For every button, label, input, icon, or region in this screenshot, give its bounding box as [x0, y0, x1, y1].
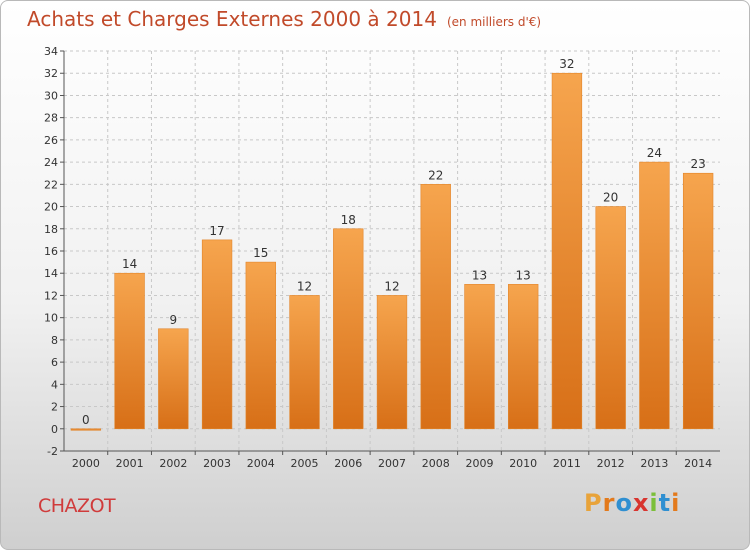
logo-letter: x [632, 489, 650, 517]
bar-value-label: 22 [428, 168, 443, 182]
y-tick-label: 22 [44, 178, 58, 191]
bar-value-label: 23 [690, 157, 705, 171]
y-tick-label: 20 [44, 201, 58, 214]
x-tick-label: 2012 [597, 457, 625, 470]
x-tick-label: 2006 [334, 457, 362, 470]
y-tick-label: 24 [44, 156, 58, 169]
x-tick-label: 2000 [72, 457, 100, 470]
bar-value-label: 24 [647, 146, 662, 160]
bar-value-label: 14 [122, 257, 137, 271]
bar-value-label: 12 [297, 279, 312, 293]
x-tick-label: 2010 [509, 457, 537, 470]
y-tick-label: 10 [44, 312, 58, 325]
logo-letter: P [584, 489, 603, 517]
bar-2012 [595, 206, 626, 430]
x-tick-label: 2005 [291, 457, 319, 470]
y-tick-label: 0 [51, 423, 58, 436]
bar-2007 [376, 295, 408, 430]
x-tick-label: 2001 [116, 457, 144, 470]
x-tick-label: 2013 [640, 457, 668, 470]
bar-2004 [245, 261, 276, 430]
bar-value-label: 20 [603, 191, 618, 205]
x-tick-label: 2003 [203, 457, 231, 470]
x-tick-label: 2002 [159, 457, 187, 470]
y-tick-label: 4 [51, 378, 58, 391]
y-tick-label: 18 [44, 223, 58, 236]
y-tick-label: 28 [44, 112, 58, 125]
y-tick-label: -2 [47, 445, 58, 458]
y-tick-label: 14 [44, 267, 58, 280]
chart-unit: (en milliers d'€) [446, 15, 542, 29]
bar-value-label: 13 [472, 268, 487, 282]
y-tick-label: 2 [51, 401, 58, 414]
y-tick-label: 26 [44, 134, 58, 147]
bar-value-label: 18 [341, 213, 356, 227]
y-tick-label: 6 [51, 356, 58, 369]
bar-2003 [201, 239, 233, 430]
bar-value-label: 13 [516, 268, 531, 282]
bar-value-label: 17 [209, 224, 224, 238]
logo-letter: i [649, 489, 659, 517]
chart-title: Achats et Charges Externes 2000 à 2014 (e… [27, 7, 541, 31]
x-tick-label: 2004 [247, 457, 275, 470]
bar-2010 [508, 284, 539, 430]
bar-value-label: 12 [384, 279, 399, 293]
bar-2000 [70, 428, 102, 431]
bar-value-label: 32 [559, 57, 574, 71]
bar-value-label: 15 [253, 246, 268, 260]
y-tick-label: 16 [44, 245, 58, 258]
logo-letter: r [602, 489, 616, 517]
y-tick-label: 32 [44, 67, 58, 80]
logo-letter: i [671, 489, 681, 517]
bar-2002 [158, 328, 189, 430]
bar-2011 [551, 72, 583, 430]
logo-letter: t [658, 489, 672, 517]
place-name: CHAZOT [38, 495, 116, 517]
bars [70, 72, 714, 431]
y-tick-label: 8 [51, 334, 58, 347]
bar-2009 [464, 284, 495, 430]
logo-letter: o [615, 489, 633, 517]
bar-2013 [639, 161, 670, 430]
y-tick-label: 12 [44, 289, 58, 302]
x-tick-label: 2009 [465, 457, 493, 470]
bar-2008 [420, 184, 451, 430]
bar-2014 [682, 172, 714, 430]
x-tick-label: 2008 [422, 457, 450, 470]
y-tick-label: 34 [44, 45, 58, 58]
x-tick-label: 2014 [684, 457, 712, 470]
x-tick-label: 2011 [553, 457, 581, 470]
bar-value-label: 0 [82, 413, 90, 427]
bar-2006 [333, 228, 364, 430]
x-tick-label: 2007 [378, 457, 406, 470]
bar-2001 [114, 272, 145, 430]
proxiti-logo: Proxiti [584, 489, 680, 517]
bar-value-label: 9 [170, 313, 178, 327]
labels: 0 2000 14 2001 9 2002 17 2003 15 2004 12 2005 18 2006… [72, 57, 712, 470]
bar-2005 [289, 295, 320, 430]
y-tick-label: 30 [44, 89, 58, 102]
chart-title-text: Achats et Charges Externes 2000 à 2014 [27, 7, 437, 31]
